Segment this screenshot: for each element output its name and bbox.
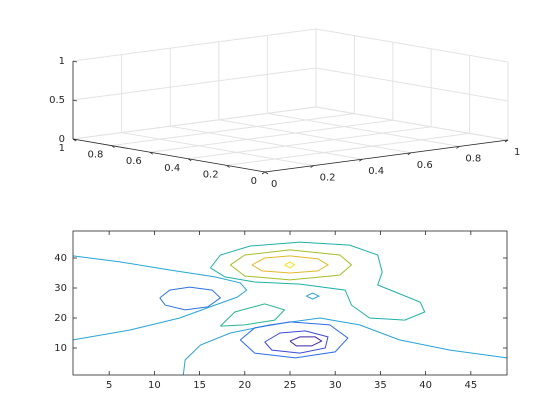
x-tick-label: 5 — [106, 380, 112, 391]
grid-line — [72, 67, 317, 101]
contour-line — [284, 261, 296, 269]
tick-mark — [310, 165, 314, 168]
y-tick-label: 0 — [251, 176, 257, 187]
tick-mark — [111, 145, 115, 148]
z-tick-label: 0.5 — [49, 95, 65, 106]
grid-line — [218, 119, 411, 154]
y-tick-label: 10 — [54, 343, 67, 354]
x-tick-label: 10 — [148, 380, 161, 391]
tick-mark — [187, 158, 192, 162]
x-tick-label: 35 — [374, 380, 387, 391]
y-tick-label: 1 — [59, 143, 65, 154]
y-tick-label: 0.2 — [203, 169, 219, 180]
axis-line — [72, 138, 266, 173]
contour-line — [306, 292, 321, 300]
x-tick-label: 25 — [284, 380, 297, 391]
x-tick-label: 0.6 — [417, 160, 433, 171]
grid-line — [111, 113, 355, 147]
x-tick-label: 30 — [329, 380, 342, 391]
tick-mark — [358, 158, 363, 162]
x-tick-label: 0.8 — [465, 153, 481, 164]
contour-line — [159, 286, 222, 311]
grid-line — [149, 119, 393, 153]
tick-mark — [226, 165, 230, 168]
grid-line — [315, 106, 509, 141]
z-tick-label: 0 — [59, 134, 65, 145]
tick-mark — [504, 139, 509, 143]
x-tick-label: 1 — [514, 147, 520, 158]
tick-mark — [72, 138, 78, 141]
x-tick-label: 15 — [193, 380, 206, 391]
x-tick-label: 40 — [419, 380, 432, 391]
contour-line — [251, 255, 329, 274]
grid-line — [72, 28, 317, 62]
grid-line — [315, 67, 509, 102]
z-tick-label: 1 — [59, 56, 65, 67]
contour-line — [239, 321, 349, 359]
contour-line — [182, 317, 508, 376]
grid-line — [267, 112, 460, 147]
y-tick-label: 20 — [54, 313, 67, 324]
x-tick-label: 0.2 — [320, 173, 336, 184]
contour-line — [289, 336, 323, 347]
tick-mark — [261, 171, 266, 175]
y-tick-label: 0.8 — [87, 150, 103, 161]
axis-line — [264, 139, 509, 173]
tick-mark — [72, 99, 78, 102]
axes-box — [72, 230, 508, 376]
x-tick-label: 0.4 — [368, 166, 384, 177]
x-tick-label: 45 — [464, 380, 477, 391]
x-tick-label: 20 — [238, 380, 251, 391]
tick-mark — [407, 152, 412, 156]
y-tick-label: 30 — [54, 283, 67, 294]
grid-line — [226, 132, 470, 166]
tick-mark — [456, 146, 460, 149]
y-tick-label: 40 — [54, 253, 67, 264]
contour-line — [264, 330, 329, 354]
grid-line — [315, 28, 509, 63]
contour-line — [72, 255, 248, 341]
y-tick-label: 0.6 — [126, 156, 142, 167]
grid-line — [72, 106, 317, 140]
grid-line — [188, 126, 432, 160]
contour-line — [210, 241, 426, 321]
x-tick-label: 0 — [271, 179, 277, 190]
y-tick-label: 0.4 — [164, 163, 180, 174]
tick-mark — [149, 151, 154, 155]
contour-line — [220, 303, 286, 327]
contour-line — [230, 249, 353, 281]
grid-line — [170, 125, 363, 160]
grid-line — [121, 132, 314, 167]
tick-mark — [264, 171, 269, 175]
tick-mark — [72, 60, 78, 63]
